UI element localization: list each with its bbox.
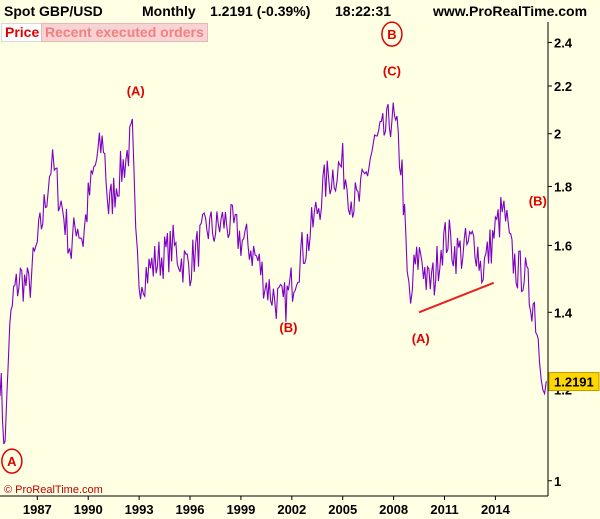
wave-label: (B) xyxy=(529,194,547,209)
x-tick-label: 1993 xyxy=(125,502,154,517)
wave-label: A xyxy=(7,454,17,469)
instrument-name: Spot GBP/USD xyxy=(4,3,103,19)
timeframe: Monthly xyxy=(142,3,196,19)
clock-time: 18:22:31 xyxy=(335,3,392,19)
chart-header: Spot GBP/USD Monthly 1.2191 (-0.39%) 18:… xyxy=(0,0,600,22)
wave-label: (C) xyxy=(383,63,401,78)
wave-label: (A) xyxy=(412,331,430,346)
wave-label-circle xyxy=(1,448,23,474)
y-tick-label: 2 xyxy=(554,127,561,142)
x-tick-label: 1987 xyxy=(23,502,52,517)
x-tick-label: 1996 xyxy=(176,502,205,517)
last-change: 1.2191 (-0.39%) xyxy=(210,3,311,19)
wave-label: (B) xyxy=(279,320,297,335)
x-tick-label: 2008 xyxy=(379,502,408,517)
tab-price[interactable]: Price xyxy=(1,23,44,42)
y-tick-label: 2.4 xyxy=(554,35,573,50)
x-tick-label: 1999 xyxy=(226,502,255,517)
price-series-line xyxy=(0,102,547,445)
y-tick-label: 2.2 xyxy=(554,79,572,94)
site-link[interactable]: www.ProRealTime.com xyxy=(433,3,588,19)
wave-label-circle xyxy=(381,21,403,47)
x-tick-label: 2014 xyxy=(481,502,511,517)
y-tick-label: 1.6 xyxy=(554,238,572,253)
tab-recent-executed-orders[interactable]: Recent executed orders xyxy=(41,23,208,42)
y-tick-label: 1.4 xyxy=(554,305,573,320)
y-tick-label: 1.8 xyxy=(554,179,572,194)
x-tick-label: 2002 xyxy=(277,502,306,517)
x-tick-label: 2011 xyxy=(430,502,458,517)
x-tick-label: 2005 xyxy=(328,502,357,517)
y-tick-label: 1 xyxy=(554,474,561,489)
wave-label: (A) xyxy=(127,84,145,99)
wave-label: B xyxy=(387,27,396,42)
x-tick-label: 1990 xyxy=(74,502,103,517)
last-price-label: 1.2191 xyxy=(554,375,594,390)
last-price-badge xyxy=(548,372,600,392)
support-trendline xyxy=(418,281,495,314)
copyright-credit: © ProRealTime.com xyxy=(4,484,103,496)
